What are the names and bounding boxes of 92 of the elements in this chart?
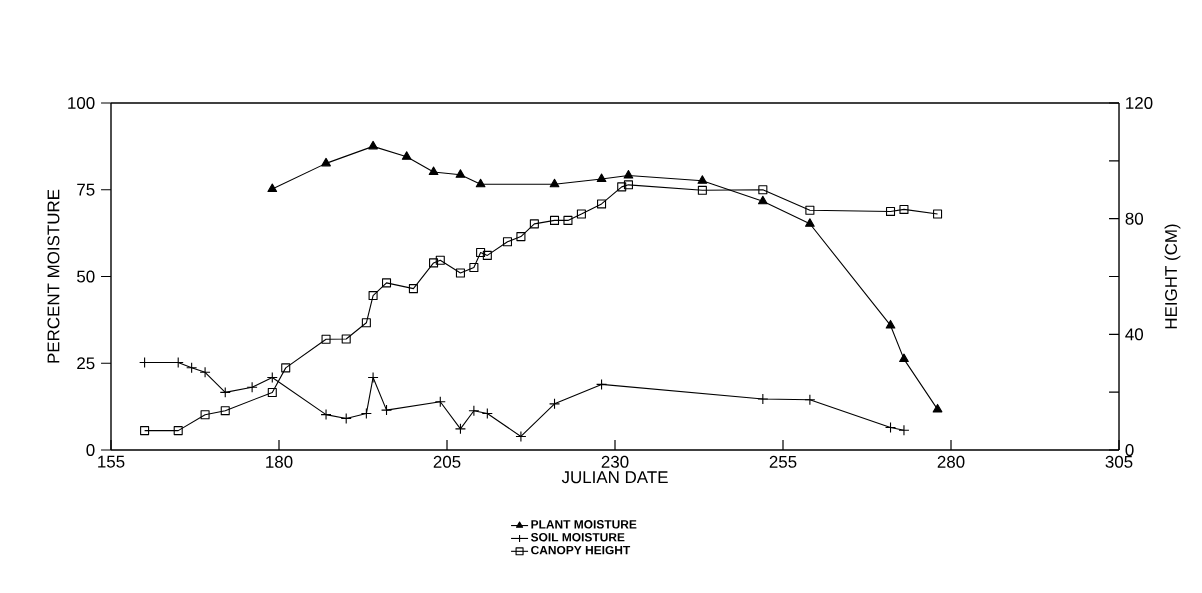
point xyxy=(367,371,379,384)
point xyxy=(482,250,492,260)
point xyxy=(597,199,607,209)
point xyxy=(368,291,378,301)
point xyxy=(408,284,418,294)
y-tick-label: 25 xyxy=(77,357,95,370)
point xyxy=(757,393,769,405)
point xyxy=(805,218,815,227)
point xyxy=(199,366,211,378)
point xyxy=(219,386,231,398)
point xyxy=(200,410,210,420)
x-tick-label: 305 xyxy=(1105,455,1133,468)
point xyxy=(529,219,539,229)
point xyxy=(898,424,910,436)
point xyxy=(549,215,560,225)
y-tick-label: 75 xyxy=(77,183,95,196)
x-tick-label: 230 xyxy=(601,455,629,468)
point xyxy=(428,166,439,176)
point xyxy=(475,178,486,188)
y-tick-label: 100 xyxy=(68,97,95,109)
y-tick-label: 50 xyxy=(77,270,95,283)
point xyxy=(804,394,816,406)
point xyxy=(899,353,909,363)
point xyxy=(455,268,465,278)
point xyxy=(468,405,480,417)
point xyxy=(381,278,392,288)
point xyxy=(596,378,608,390)
point xyxy=(186,362,198,374)
point xyxy=(140,426,150,436)
point xyxy=(899,204,909,214)
y2-tick-label: 40 xyxy=(1125,328,1144,341)
point xyxy=(435,255,445,265)
y2-tick-label: 120 xyxy=(1126,97,1153,109)
point xyxy=(321,157,331,167)
x-axis-title: JULIAN DATE xyxy=(561,471,668,484)
point xyxy=(697,185,707,195)
point xyxy=(885,319,896,329)
point xyxy=(515,430,527,442)
point xyxy=(401,151,412,160)
point xyxy=(623,180,633,190)
point xyxy=(267,183,278,193)
point xyxy=(454,423,466,435)
point xyxy=(434,396,446,408)
y2-axis-title: HEIGHT (CM) xyxy=(1164,224,1181,329)
point xyxy=(932,403,943,413)
point xyxy=(933,209,943,219)
x-tick-label: 205 xyxy=(433,455,461,468)
y-tick-label: 0 xyxy=(86,444,95,456)
y2-tick-label: 80 xyxy=(1125,212,1144,225)
point xyxy=(805,205,815,215)
y-axis-title: PERCENT MOISTURE xyxy=(47,189,60,363)
point xyxy=(884,421,897,433)
point xyxy=(173,426,183,436)
point xyxy=(549,178,560,188)
point xyxy=(469,263,479,273)
y2-tick-label: 0 xyxy=(1125,444,1134,456)
point xyxy=(455,169,466,178)
point xyxy=(246,381,258,393)
point xyxy=(320,409,332,421)
point xyxy=(281,363,291,373)
legend-label: PLANT MOISTURE xyxy=(531,520,637,529)
x-tick-label: 280 xyxy=(937,455,965,468)
point xyxy=(361,318,371,328)
point xyxy=(220,406,230,416)
point xyxy=(757,195,768,205)
point xyxy=(576,209,586,219)
x-tick-label: 255 xyxy=(769,455,797,468)
point xyxy=(321,334,331,344)
x-tick-label: 155 xyxy=(98,455,125,468)
point xyxy=(476,247,486,258)
point xyxy=(267,387,277,397)
point xyxy=(758,185,768,195)
x-tick-label: 180 xyxy=(266,455,293,468)
point xyxy=(697,175,708,184)
point xyxy=(596,173,607,183)
point xyxy=(429,258,439,268)
point xyxy=(266,371,278,384)
point xyxy=(623,169,634,179)
point xyxy=(548,398,561,410)
point xyxy=(340,412,352,424)
point xyxy=(885,206,896,216)
point xyxy=(341,334,351,344)
legend-label: CANOPY HEIGHT xyxy=(531,545,631,555)
point xyxy=(516,232,526,242)
point xyxy=(563,215,573,225)
point xyxy=(617,182,627,192)
point xyxy=(380,404,393,416)
point xyxy=(481,408,493,420)
point xyxy=(502,237,513,247)
legend-label: SOIL MOISTURE xyxy=(530,533,625,542)
point xyxy=(360,408,372,420)
point xyxy=(368,140,378,150)
